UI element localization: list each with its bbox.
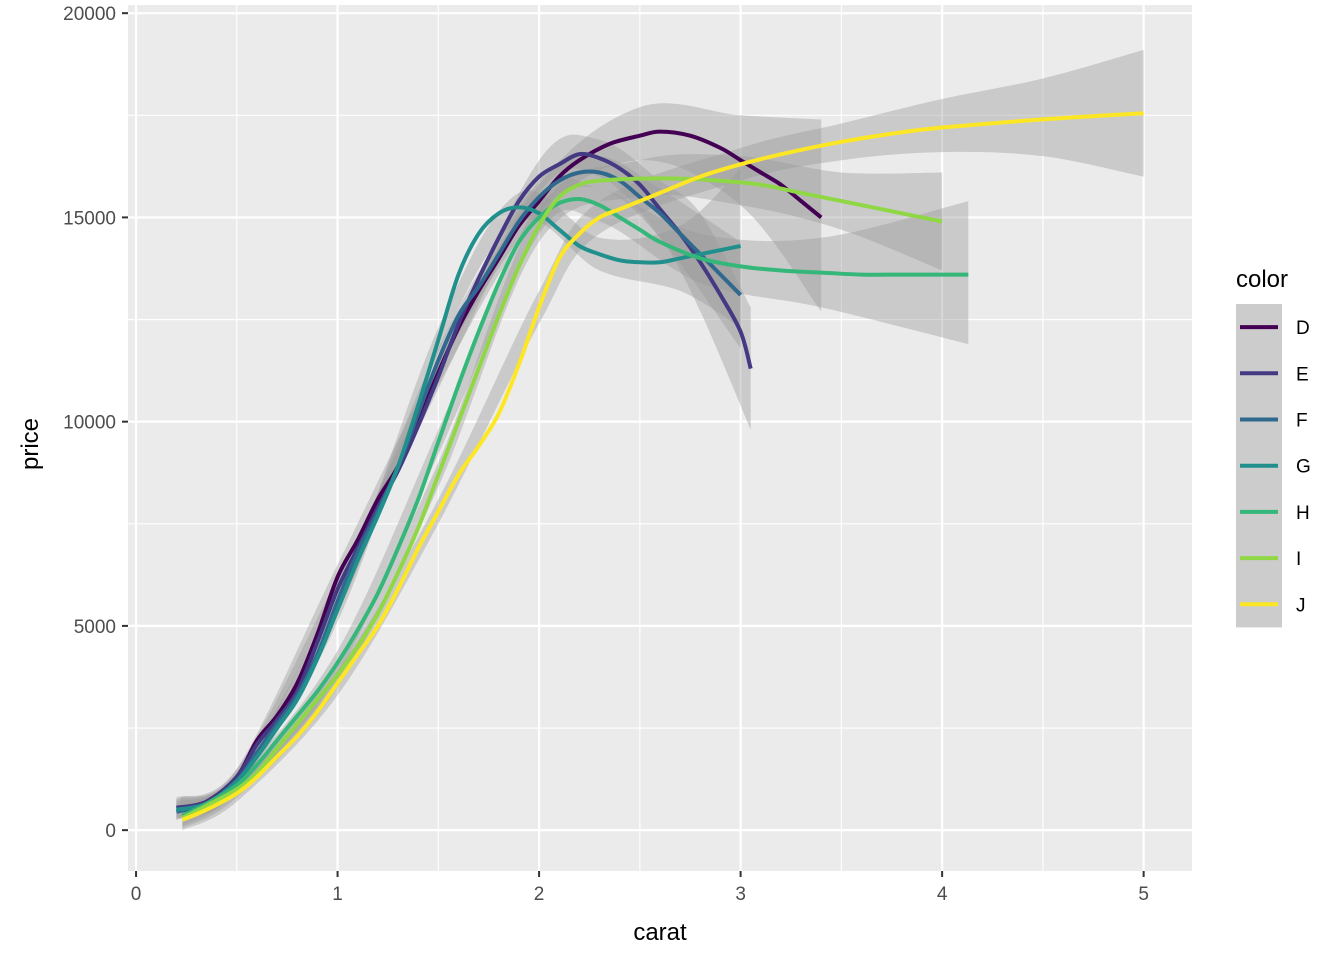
legend-label-F: F [1296, 411, 1308, 432]
legend-label-G: G [1296, 457, 1311, 478]
band-D [180, 103, 822, 818]
legend-label-H: H [1296, 503, 1310, 524]
y-tick-label: 10000 [63, 413, 116, 434]
grid-major [128, 5, 1192, 871]
y-tick-label: 15000 [63, 208, 116, 229]
legend-label-J: J [1296, 595, 1306, 616]
x-tick-label: 2 [534, 884, 545, 905]
legend-label-E: E [1296, 364, 1309, 385]
x-tick-label: 3 [735, 884, 746, 905]
y-tick-label: 20000 [63, 4, 116, 25]
x-axis: 0 1 2 3 4 5 [131, 871, 1149, 905]
legend: color D E F G H I J [1236, 266, 1311, 628]
x-tick-label: 0 [131, 884, 142, 905]
band-J [182, 49, 1144, 831]
x-tick-label: 4 [937, 884, 948, 905]
legend-title: color [1236, 266, 1288, 293]
y-axis-title: price [17, 418, 44, 470]
series-lines [175, 111, 1144, 822]
series-line-H [181, 196, 969, 818]
legend-label-D: D [1296, 318, 1310, 339]
x-tick-label: 1 [332, 884, 343, 905]
series-line-F [175, 169, 743, 814]
y-tick-label: 5000 [74, 617, 116, 638]
series-line-J [181, 111, 1144, 822]
y-tick-label: 0 [105, 821, 116, 842]
series-line-G [176, 205, 742, 812]
x-tick-label: 5 [1138, 884, 1149, 905]
legend-label-I: I [1296, 549, 1301, 570]
y-axis: 0 5000 10000 15000 20000 [63, 4, 128, 842]
x-axis-title: carat [633, 919, 687, 946]
series-line-I [181, 176, 943, 820]
